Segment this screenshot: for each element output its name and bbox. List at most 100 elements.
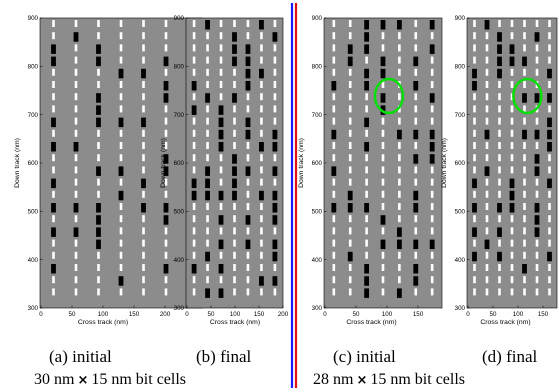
bit-cell-white [219,93,223,101]
bit-cell-white [142,190,145,198]
bit-cell-black [96,117,101,128]
bit-cell-white [192,239,196,247]
bit-cell-black [218,215,224,225]
bit-cell-white [348,117,352,125]
bit-cell-white [246,142,250,149]
bit-cell-white [332,105,336,113]
bit-cell-white [473,129,476,137]
bit-cell-black [413,129,419,140]
x-tick-label: 150 [538,311,549,318]
y-tick-label: 400 [28,257,39,264]
bit-cell-white [119,178,123,186]
bit-cell-white [332,93,336,101]
y-tick-label: 500 [312,209,323,216]
bit-cell-white [142,276,145,284]
bit-cell-white [219,56,223,64]
bit-cell-white [219,68,223,76]
y-tick-label: 600 [312,160,323,167]
bit-cell-white [535,239,539,247]
bit-cell-white [332,288,336,296]
bit-cell-black [272,190,278,201]
bit-cell-white [485,276,489,284]
bit-cell-white [548,227,551,235]
bit-cell-white [430,264,434,271]
bit-cell-black [245,215,251,225]
bit-cell-black [205,166,210,176]
bit-cell-white [485,44,489,52]
x-tick-label: 0 [466,311,470,318]
bit-cell-white [498,276,501,284]
bit-track [118,20,124,296]
bit-cell-white [206,142,209,149]
bit-cell-white [52,20,55,27]
bit-cell-black [380,239,386,250]
bit-cell-white [260,81,263,88]
bit-cell-white [233,203,236,210]
times-symbol: × [77,373,89,388]
bit-cell-white [348,178,352,186]
bit-cell-white [233,239,236,247]
bit-track [364,20,370,298]
bit-cell-black [51,264,56,274]
bit-cell-white [548,166,551,174]
bit-cell-white [192,166,196,174]
bit-cell-black [218,105,224,115]
bit-cell-white [430,178,434,186]
bit-cell-black [484,239,490,250]
bit-cell-black [205,251,210,262]
bit-cell-white [233,251,236,259]
bit-cell-white [273,227,277,235]
bit-cell-black [205,288,210,298]
x-tick-label: 150 [254,311,265,318]
x-tick-label: 200 [278,311,289,318]
bit-cell-white [206,227,209,235]
bit-cell-white [498,190,501,198]
bit-cell-black [73,227,79,237]
bit-cell-black [272,251,278,262]
bit-cell-white [414,166,418,174]
bit-cell-white [97,32,100,40]
bit-cell-white [498,166,501,174]
bit-cell-black [497,203,502,213]
bit-cell-white [398,44,401,52]
bit-cell-white [381,288,385,296]
bit-cell-black [380,56,386,67]
plot-area [40,18,202,308]
bit-cell-white [206,154,209,162]
bit-cell-black [364,203,370,213]
bit-cell-white [332,142,336,149]
bit-cell-white [119,154,123,162]
bit-cell-white [348,288,352,296]
bit-cell-white [332,264,336,271]
x-tick-label: 200 [160,311,171,318]
bit-cell-white [74,81,78,88]
bit-cell-black [73,203,79,213]
bit-cell-white [206,203,209,210]
bit-cell-white [381,32,385,40]
bit-cell-black [534,215,540,225]
bit-cell-white [510,215,514,223]
bit-cell-white [164,178,168,186]
bit-cell-black [380,20,386,30]
bit-cell-white [142,20,145,27]
plot-area [467,18,557,308]
bit-cell-black [218,288,224,298]
bit-cell-white [485,56,489,64]
bit-cell-black [413,239,419,250]
bit-cell-white [52,215,55,223]
bit-track [96,20,101,296]
bit-cell-white [348,32,352,40]
bit-cell-white [119,32,123,40]
bit-cell-white [510,264,514,271]
bit-cell-black [272,129,278,140]
bit-cell-white [430,288,434,296]
bit-cell-white [414,251,418,259]
bit-cell-black [272,32,278,42]
bit-cell-white [381,203,385,210]
bit-cell-black [509,44,515,54]
bit-cell-black [347,251,353,262]
bit-cell-white [192,32,196,40]
bit-cell-white [510,276,514,284]
bit-cell-white [348,93,352,101]
